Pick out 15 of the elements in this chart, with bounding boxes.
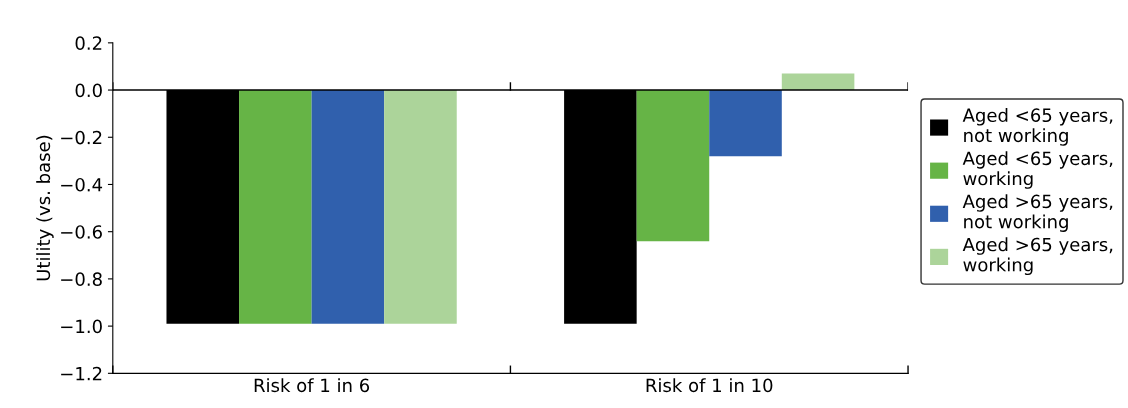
legend-label: Aged >65 years, working bbox=[962, 237, 1113, 276]
y-tick-label: −0.6 bbox=[61, 225, 102, 239]
y-tick-label: 0.2 bbox=[75, 36, 102, 50]
legend-label: Aged <65 years, working bbox=[962, 151, 1113, 189]
legend-label: Aged >65 years, not working bbox=[962, 194, 1113, 232]
x-tick-label: Risk of 1 in 6 bbox=[254, 378, 370, 393]
legend-label: Aged <65 years, not working bbox=[962, 108, 1113, 146]
y-tick-label: −0.8 bbox=[61, 272, 102, 287]
y-tick-label: −0.2 bbox=[61, 130, 102, 145]
y-tick-label: −0.4 bbox=[61, 177, 103, 192]
y-tick-label: −1.2 bbox=[61, 366, 102, 381]
y-tick-label: 0.0 bbox=[75, 83, 102, 98]
x-tick-label: Risk of 1 in 10 bbox=[646, 378, 773, 393]
y-tick-label: −1.0 bbox=[61, 319, 102, 334]
y-axis-title: Utility (vs. base) bbox=[36, 135, 54, 281]
